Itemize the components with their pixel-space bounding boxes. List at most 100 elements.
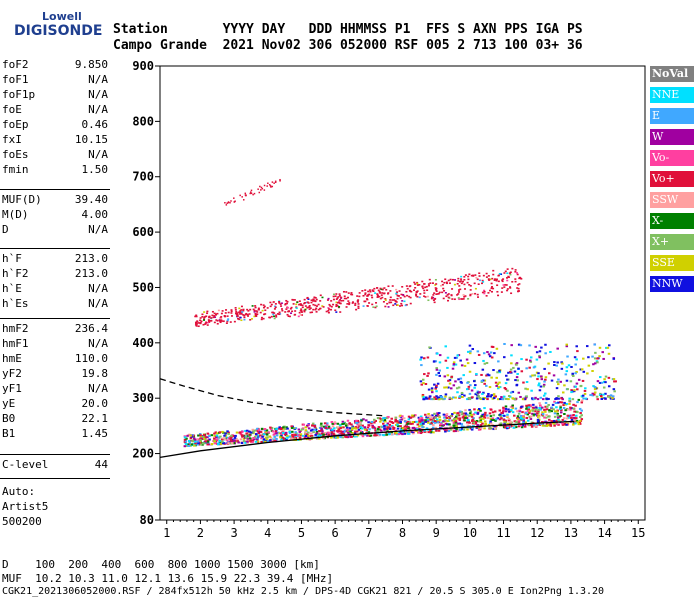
echo-point	[233, 201, 236, 203]
echo-point	[301, 304, 304, 307]
echo-point	[504, 382, 508, 385]
echo-point	[455, 356, 459, 359]
echo-point	[314, 304, 317, 307]
echo-point	[351, 301, 354, 303]
echo-point	[238, 307, 241, 310]
echo-point	[370, 294, 373, 297]
echo-point	[298, 303, 301, 306]
echo-point	[492, 414, 496, 417]
echo-point	[614, 380, 617, 383]
echo-point	[507, 371, 510, 374]
echo-point	[418, 284, 421, 286]
echo-point	[247, 430, 251, 433]
parameter-name: h`E	[2, 282, 22, 295]
echo-point	[334, 309, 337, 312]
echo-point	[452, 425, 455, 428]
echo-point	[311, 424, 314, 427]
echo-point	[473, 380, 476, 383]
echo-point	[239, 433, 243, 436]
echo-point	[401, 427, 405, 430]
echo-point	[577, 398, 581, 401]
x-tick-label: 4	[264, 526, 271, 540]
echo-point	[400, 302, 403, 305]
echo-point	[502, 410, 505, 413]
echo-point	[431, 296, 434, 298]
echo-point	[230, 434, 233, 437]
echo-point	[531, 412, 534, 415]
echo-point	[356, 434, 360, 437]
echo-point	[311, 428, 314, 431]
echo-point	[506, 289, 509, 292]
echo-point	[383, 419, 387, 422]
echo-point	[230, 315, 233, 317]
echo-point	[410, 290, 413, 293]
echo-point	[239, 310, 242, 312]
echo-point	[260, 303, 263, 306]
echo-point	[254, 305, 257, 307]
echo-point	[203, 433, 206, 436]
echo-point	[510, 292, 513, 295]
echo-point	[305, 424, 309, 427]
echo-point	[239, 194, 241, 197]
echo-point	[476, 390, 480, 393]
echo-point	[548, 410, 551, 413]
echo-point	[377, 289, 380, 292]
echo-point	[414, 414, 417, 417]
echo-point	[474, 274, 477, 276]
echo-point	[446, 374, 450, 377]
echo-point	[210, 317, 213, 319]
echo-point	[375, 305, 378, 308]
echo-point	[189, 436, 193, 439]
echo-point	[270, 426, 274, 429]
echo-point	[397, 432, 401, 435]
echo-point	[419, 415, 423, 418]
echo-point	[437, 396, 441, 399]
footer-distance: D 100 200 400 600 800 1000 1500 3000 [km…	[2, 558, 320, 571]
echo-point	[265, 433, 269, 436]
echo-point	[368, 428, 371, 431]
echo-point	[561, 422, 564, 425]
echo-point	[263, 189, 266, 191]
echo-point	[234, 309, 237, 311]
echo-point	[502, 395, 506, 398]
echo-point	[537, 414, 540, 417]
echo-point	[355, 422, 359, 425]
echo-point	[557, 401, 560, 404]
echo-point	[361, 290, 364, 292]
echo-point	[202, 323, 205, 326]
echo-point	[426, 374, 429, 377]
echo-point	[404, 420, 407, 423]
echo-point	[253, 192, 256, 195]
echo-point	[587, 364, 591, 367]
echo-point	[565, 408, 569, 411]
parameter-value: N/A	[88, 148, 108, 161]
echo-point	[509, 286, 512, 288]
echo-point	[303, 433, 307, 436]
echo-point	[435, 385, 438, 388]
echo-point	[439, 424, 442, 427]
echo-point	[309, 311, 312, 314]
echo-point	[332, 298, 335, 301]
echo-point	[210, 319, 213, 322]
echo-point	[253, 438, 256, 441]
echo-point	[305, 430, 308, 433]
echo-point	[496, 371, 499, 374]
echo-point	[403, 432, 407, 435]
echo-point	[236, 439, 239, 442]
echo-point	[416, 295, 419, 298]
echo-point	[291, 430, 294, 433]
echo-point	[263, 313, 266, 316]
echo-point	[435, 367, 438, 370]
echo-point	[292, 434, 296, 437]
echo-point	[297, 434, 301, 437]
echo-point	[315, 305, 318, 307]
echo-point	[497, 274, 500, 277]
echo-point	[509, 425, 513, 428]
echo-point	[310, 437, 313, 440]
echo-point	[230, 200, 232, 202]
echo-point	[517, 420, 521, 423]
echo-point	[240, 309, 243, 311]
echo-point	[553, 400, 556, 403]
echo-point	[288, 432, 292, 435]
echo-point	[485, 414, 489, 417]
